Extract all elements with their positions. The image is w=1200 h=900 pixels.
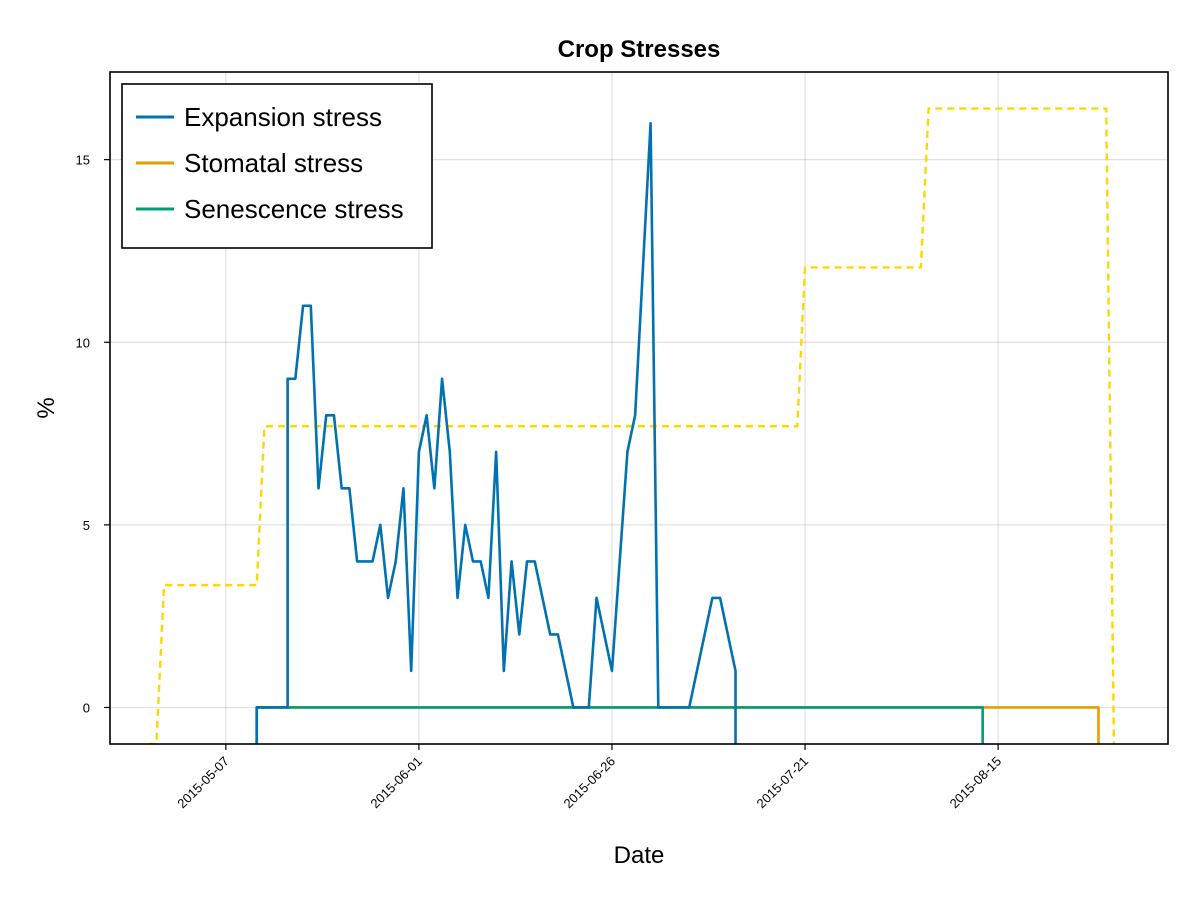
legend: Expansion stress Stomatal stress Senescenc… bbox=[121, 83, 433, 249]
legend-label: Stomatal stress bbox=[184, 148, 363, 178]
series-layer bbox=[148, 107, 1116, 744]
y-tick-label: 10 bbox=[76, 335, 90, 350]
legend-label: Senescence stress bbox=[184, 194, 404, 224]
legend-label: Expansion stress bbox=[184, 102, 382, 132]
legend-box bbox=[121, 83, 433, 249]
y-axis-label: % bbox=[33, 397, 60, 418]
y-tick-label: 5 bbox=[83, 518, 90, 533]
y-tick-label: 0 bbox=[83, 700, 90, 715]
series-line-0 bbox=[255, 121, 737, 744]
series-line-3 bbox=[148, 107, 1116, 744]
y-tick-label: 15 bbox=[76, 153, 90, 168]
chart-title: Crop Stresses bbox=[558, 36, 721, 63]
plot-frame bbox=[109, 71, 1169, 745]
x-axis-label: Date bbox=[614, 842, 665, 869]
